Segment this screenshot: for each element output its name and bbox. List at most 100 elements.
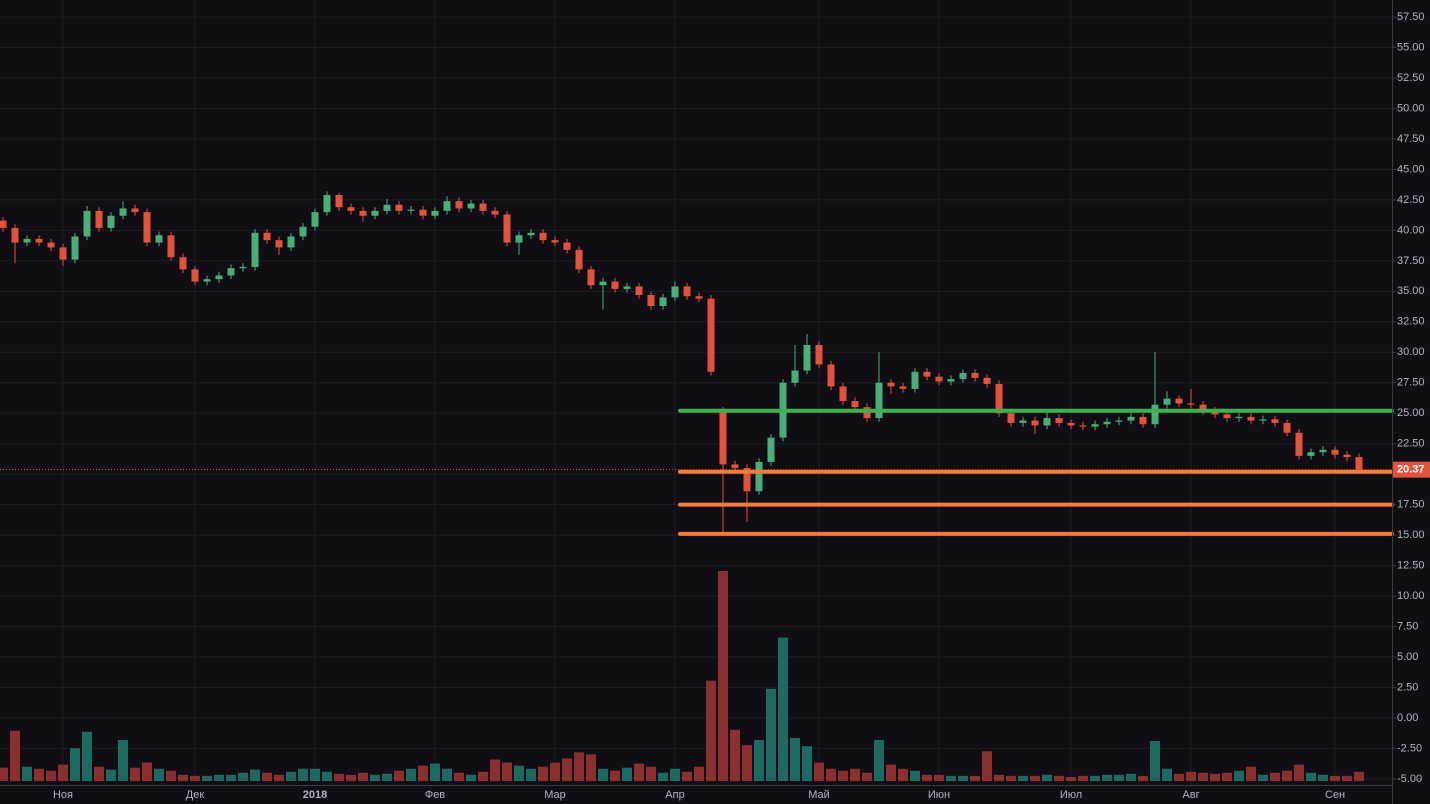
volume-bar (706, 680, 716, 781)
candle-body (167, 235, 175, 258)
candle-body (1319, 449, 1327, 453)
y-tick-label: 35.00 (1397, 285, 1425, 297)
volume-bar (1258, 774, 1268, 781)
x-tick-label: Мар (544, 789, 566, 801)
volume-bar (286, 771, 296, 781)
candle-body (1019, 420, 1027, 423)
candle-body (1247, 416, 1255, 421)
y-tick-label: 40.00 (1397, 224, 1425, 236)
x-tick-label: Июн (928, 789, 950, 801)
candle-body (107, 215, 115, 228)
volume-bar (586, 754, 596, 781)
candle-body (743, 468, 751, 492)
volume-bar (622, 767, 632, 781)
candle-body (1175, 398, 1183, 404)
candle-body (71, 236, 79, 260)
candle-body (1163, 398, 1171, 405)
volume-pane (0, 571, 1364, 781)
volume-bar (1126, 773, 1136, 781)
candle-body (947, 379, 955, 382)
candle-body (827, 364, 835, 387)
candle-body (587, 269, 595, 286)
candle-body (287, 236, 295, 248)
x-tick-label: Апр (665, 789, 684, 801)
candle-body (719, 410, 727, 465)
volume-bar (1018, 775, 1028, 781)
y-tick-label: 32.50 (1397, 316, 1425, 328)
volume-bar (502, 762, 512, 781)
volume-bar (514, 765, 524, 781)
volume-bar (742, 745, 752, 781)
volume-bar (610, 770, 620, 781)
candle-body (527, 232, 535, 236)
volume-bar (1030, 775, 1040, 781)
volume-bar (34, 768, 44, 781)
volume-bar (178, 774, 188, 781)
candle-body (815, 344, 823, 365)
candle-body (179, 257, 187, 270)
candle-body (47, 242, 55, 248)
volume-bar (370, 774, 380, 781)
candle-body (1259, 419, 1267, 421)
candle-body (11, 227, 19, 243)
candle-body (887, 382, 895, 387)
candle-body (971, 372, 979, 378)
y-tick-label: 7.50 (1397, 620, 1418, 632)
volume-bar (910, 770, 920, 781)
volume-bar (118, 740, 128, 781)
volume-bar (322, 771, 332, 781)
candle-body (23, 238, 31, 243)
volume-bar (82, 731, 92, 781)
x-tick-label: Май (808, 789, 830, 801)
candle-body (1283, 422, 1291, 433)
axes: -5.00 -2.50 0.00 2.50 5.00 7.50 10.00 12.50 15.0… (53, 11, 1430, 801)
volume-bar (1282, 770, 1292, 781)
volume-bar (238, 772, 248, 781)
volume-bar (1354, 771, 1364, 781)
volume-bar (538, 766, 548, 781)
volume-bar (574, 752, 584, 781)
volume-bar (1318, 774, 1328, 781)
volume-bar (346, 774, 356, 781)
candle-body (35, 238, 43, 243)
y-tick-label: 25.00 (1397, 407, 1425, 419)
candle-body (575, 249, 583, 270)
volume-bar (646, 766, 656, 781)
volume-bar (1270, 772, 1280, 781)
volume-bar (418, 765, 428, 781)
y-tick-label: 55.00 (1397, 41, 1425, 53)
volume-bar (1198, 772, 1208, 781)
volume-bar (1186, 771, 1196, 781)
candle-body (1007, 413, 1015, 423)
candle-body (311, 212, 319, 227)
volume-bar (1114, 774, 1124, 781)
candle-body (1355, 457, 1363, 470)
candle-body (1091, 424, 1099, 427)
candle-body (371, 210, 379, 216)
volume-bar (226, 774, 236, 781)
volume-bar (94, 766, 104, 781)
volume-bar (106, 769, 116, 781)
volume-bar (430, 763, 440, 781)
y-tick-label: 15.00 (1397, 529, 1425, 541)
volume-bar (994, 774, 1004, 781)
volume-bar (1150, 741, 1160, 781)
y-tick-label: 45.00 (1397, 163, 1425, 175)
candle-body (419, 209, 427, 216)
volume-bar (334, 773, 344, 781)
candle-body (623, 286, 631, 289)
candle-body (1331, 449, 1339, 455)
volume-bar (190, 775, 200, 781)
volume-bar (550, 762, 560, 781)
candle-body (95, 210, 103, 228)
volume-bar (790, 737, 800, 781)
candle-body (1151, 404, 1159, 425)
candle-body (1271, 419, 1279, 423)
candle-body (0, 220, 7, 228)
volume-bar (1294, 764, 1304, 781)
candle-body (347, 207, 355, 211)
volume-bar (1042, 774, 1052, 781)
candle-body (1127, 416, 1135, 421)
candle-body (767, 437, 775, 462)
y-tick-label: 17.50 (1397, 499, 1425, 511)
